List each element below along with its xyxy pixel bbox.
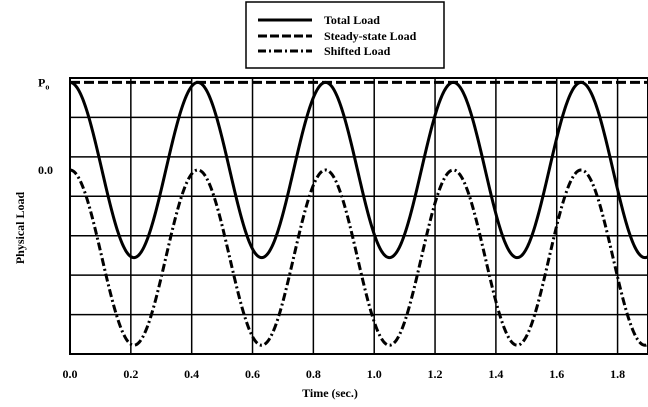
- plot-frame: [69, 77, 648, 355]
- y-axis-label: Physical Load: [13, 192, 27, 265]
- x-tick-label: 0.8: [306, 367, 321, 381]
- x-tick-label: 1.2: [428, 367, 443, 381]
- series-line-total-load: [69, 80, 648, 260]
- x-tick-label: 1.6: [549, 367, 564, 381]
- x-tick-label: 1.8: [610, 367, 625, 381]
- series-line-shifted-load: [69, 168, 648, 347]
- y-tick-labels: Po 0.0: [38, 75, 53, 177]
- y-tick-label: Po: [38, 75, 49, 91]
- x-tick-labels: 0.0 0.2 0.4 0.6 0.8 1.0 1.2 1.4 1.6 1.8: [63, 367, 626, 381]
- x-tick-label: 1.4: [488, 367, 503, 381]
- legend: Total Load Steady-state Load Shifted Loa…: [245, 1, 445, 69]
- legend-label-shifted-load: Shifted Load: [324, 44, 391, 58]
- y-tick-label: 0.0: [38, 163, 53, 177]
- series-layer: [69, 80, 648, 347]
- x-tick-label: 0.0: [63, 367, 78, 381]
- x-tick-label: 0.4: [184, 367, 199, 381]
- x-tick-label: 0.6: [245, 367, 260, 381]
- legend-label-total-load: Total Load: [324, 13, 380, 27]
- legend-label-steady-state-load: Steady-state Load: [324, 29, 417, 43]
- x-tick-label: 0.2: [123, 367, 138, 381]
- x-axis-label: Time (sec.): [302, 386, 358, 400]
- x-tick-label: 1.0: [367, 367, 382, 381]
